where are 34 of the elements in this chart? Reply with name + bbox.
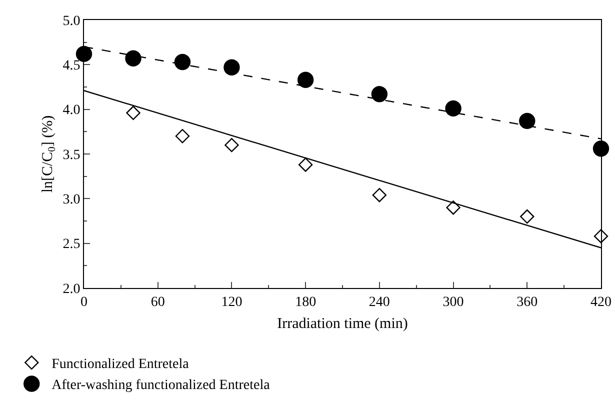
point xyxy=(174,54,191,70)
point xyxy=(224,59,240,76)
x-tick-label: 0 xyxy=(80,294,88,310)
x-axis-title: Irradiation time (min) xyxy=(277,316,408,332)
point xyxy=(592,140,610,157)
x-tick-label: 180 xyxy=(295,294,316,310)
point xyxy=(371,86,388,102)
point xyxy=(126,106,140,120)
point xyxy=(594,229,608,244)
point xyxy=(175,129,190,144)
y-tick-label: 4.5 xyxy=(62,58,80,74)
x-tick-label: 420 xyxy=(590,294,612,310)
legend-label: After-washing functionalized Entretela xyxy=(52,378,271,394)
y-tick-label: 3.0 xyxy=(62,192,80,208)
x-tick-label: 60 xyxy=(150,294,165,310)
y-tick-label: 2.5 xyxy=(62,237,80,252)
y-tick-label: 3.5 xyxy=(62,148,80,163)
point xyxy=(224,138,239,152)
y-tick-label: 5.0 xyxy=(62,14,80,29)
point xyxy=(520,209,534,224)
y-tick-label: 2.0 xyxy=(62,282,80,297)
point xyxy=(298,158,313,172)
x-tick-label: 300 xyxy=(442,294,464,310)
x-tick-label: 360 xyxy=(516,294,538,310)
x-tick-label: 240 xyxy=(368,294,390,310)
point xyxy=(446,200,460,215)
y-tick-label: 4.0 xyxy=(62,103,80,118)
x-tick-label: 120 xyxy=(221,294,242,310)
point xyxy=(297,72,314,88)
legend-label: Functionalized Entretela xyxy=(52,357,190,372)
point xyxy=(125,50,142,67)
point xyxy=(372,188,387,202)
point xyxy=(445,100,462,117)
point xyxy=(519,112,536,130)
